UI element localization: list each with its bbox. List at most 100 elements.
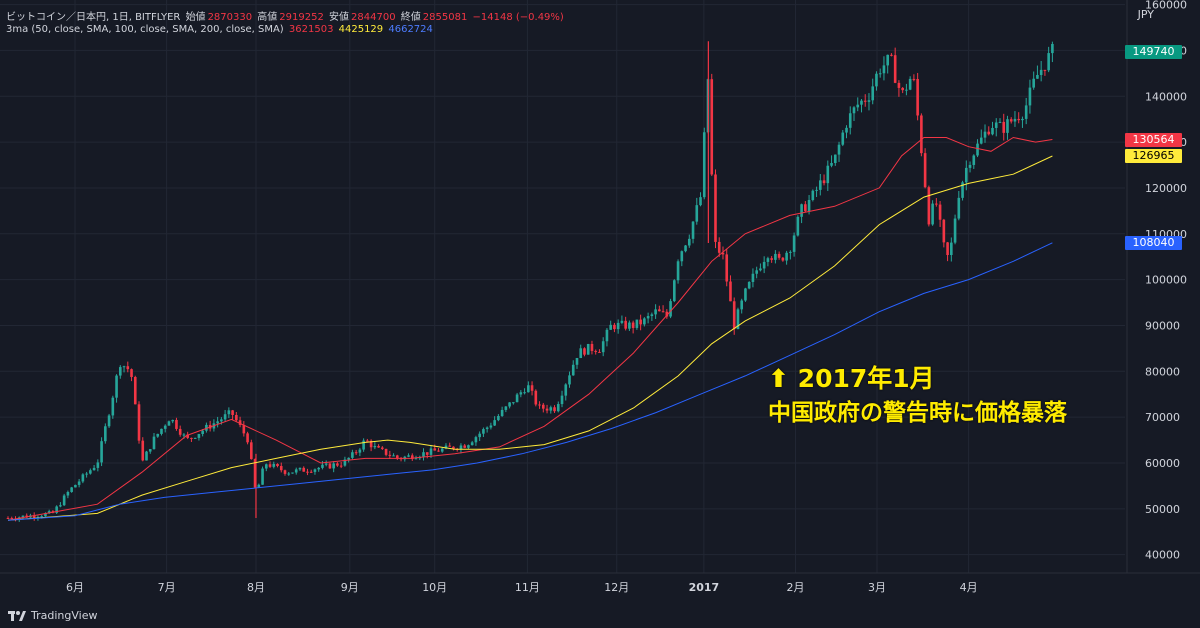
- candle-body: [328, 463, 332, 469]
- candle-body: [253, 459, 257, 488]
- indicator-legend[interactable]: 3ma (50, close, SMA, 100, close, SMA, 20…: [6, 24, 435, 35]
- candle-body: [489, 425, 493, 428]
- candle-body: [830, 163, 833, 166]
- candle-body: [459, 445, 463, 450]
- candle-body: [886, 54, 889, 66]
- candle-body: [332, 463, 335, 469]
- candle-body: [837, 144, 841, 155]
- candle-body: [714, 174, 717, 242]
- y-tick-label: 100000: [1145, 274, 1187, 287]
- x-tick-label: 2017: [689, 581, 720, 594]
- candle-body: [710, 79, 714, 175]
- change-value: −14148 (−0.49%): [472, 12, 564, 23]
- y-tick-label: 160000: [1145, 0, 1187, 12]
- candle-body: [635, 319, 639, 328]
- indicator-name: 3ma (50, close, SMA, 100, close, SMA, 20…: [6, 24, 284, 35]
- candle-body: [583, 348, 586, 355]
- candle-body: [875, 73, 878, 87]
- candle-body: [826, 165, 830, 184]
- candle-body: [145, 451, 148, 461]
- candle-body: [762, 261, 766, 269]
- candle-body: [178, 428, 182, 435]
- candle-body: [590, 343, 594, 351]
- candle-body: [867, 100, 871, 102]
- candle-body: [781, 257, 785, 261]
- candle-body: [92, 467, 96, 471]
- candle-body: [916, 79, 919, 116]
- candle-body: [811, 190, 815, 200]
- candle-body: [216, 421, 219, 424]
- candle-body: [968, 164, 972, 168]
- candle-body: [732, 301, 736, 330]
- candle-body: [796, 216, 800, 236]
- symbol-label[interactable]: ビットコイン／日本円, 1日, BITFLYER: [6, 12, 181, 23]
- ma50-value: 3621503: [288, 24, 334, 35]
- candle-body: [935, 203, 938, 205]
- x-tick-label: 3月: [868, 581, 886, 594]
- candle-body: [32, 515, 36, 518]
- candle-body: [36, 516, 40, 518]
- candle-body: [343, 459, 347, 466]
- candle-body: [631, 322, 635, 328]
- candle-body: [998, 121, 1002, 123]
- candle-body: [946, 242, 949, 256]
- candle-body: [500, 409, 504, 417]
- candle-body: [950, 242, 953, 256]
- candle-body: [575, 358, 579, 365]
- candle-body: [190, 437, 193, 439]
- x-tick-label: 11月: [515, 581, 540, 594]
- candle-body: [186, 434, 189, 438]
- candle-body: [568, 375, 571, 385]
- y-tick-label: 90000: [1145, 319, 1180, 332]
- candle-body: [545, 408, 549, 411]
- candle-body: [751, 273, 755, 282]
- candle-body: [1028, 87, 1032, 106]
- candle-body: [800, 204, 803, 217]
- candle-body: [1047, 53, 1050, 71]
- x-tick-label: 7月: [158, 581, 176, 594]
- candle-body: [905, 89, 908, 91]
- tradingview-logo[interactable]: TradingView: [8, 609, 97, 622]
- candle-body: [205, 424, 208, 431]
- candle-body: [676, 261, 680, 281]
- candle-body: [70, 487, 73, 492]
- candle-body: [497, 416, 500, 421]
- currency-unit[interactable]: JPY: [1137, 8, 1154, 21]
- candle-body: [104, 426, 107, 442]
- candle-body: [261, 468, 264, 485]
- candle-body: [148, 449, 152, 452]
- candle-body: [541, 404, 545, 409]
- candle-body: [616, 322, 620, 330]
- candle-body: [96, 462, 100, 468]
- candle-body: [717, 241, 721, 253]
- candle-body: [47, 511, 51, 514]
- candle-body: [384, 448, 388, 455]
- candle-body: [193, 437, 197, 439]
- candle-body: [684, 245, 687, 252]
- candle-body: [388, 454, 392, 456]
- x-tick-label: 6月: [66, 581, 84, 594]
- candle-body: [429, 448, 433, 455]
- candle-body: [470, 442, 474, 446]
- candle-body: [1017, 118, 1021, 121]
- candle-body: [1006, 119, 1009, 133]
- x-tick-label: 9月: [341, 581, 359, 594]
- candle-body: [766, 258, 770, 262]
- candle-body: [336, 463, 339, 466]
- candle-body: [276, 463, 279, 467]
- candle-body: [175, 419, 178, 429]
- candle-body: [107, 415, 111, 427]
- candle-body: [549, 407, 553, 411]
- candle-body: [81, 474, 85, 482]
- candle-body: [268, 464, 272, 467]
- candle-body: [553, 407, 556, 412]
- brand-name: TradingView: [31, 609, 98, 622]
- high-value: 2919252: [279, 12, 324, 23]
- candle-body: [931, 203, 934, 225]
- candle-body: [66, 491, 70, 496]
- candle-body: [658, 309, 661, 312]
- candle-body: [467, 445, 470, 448]
- candle-body: [220, 419, 223, 422]
- candle-body: [324, 463, 328, 465]
